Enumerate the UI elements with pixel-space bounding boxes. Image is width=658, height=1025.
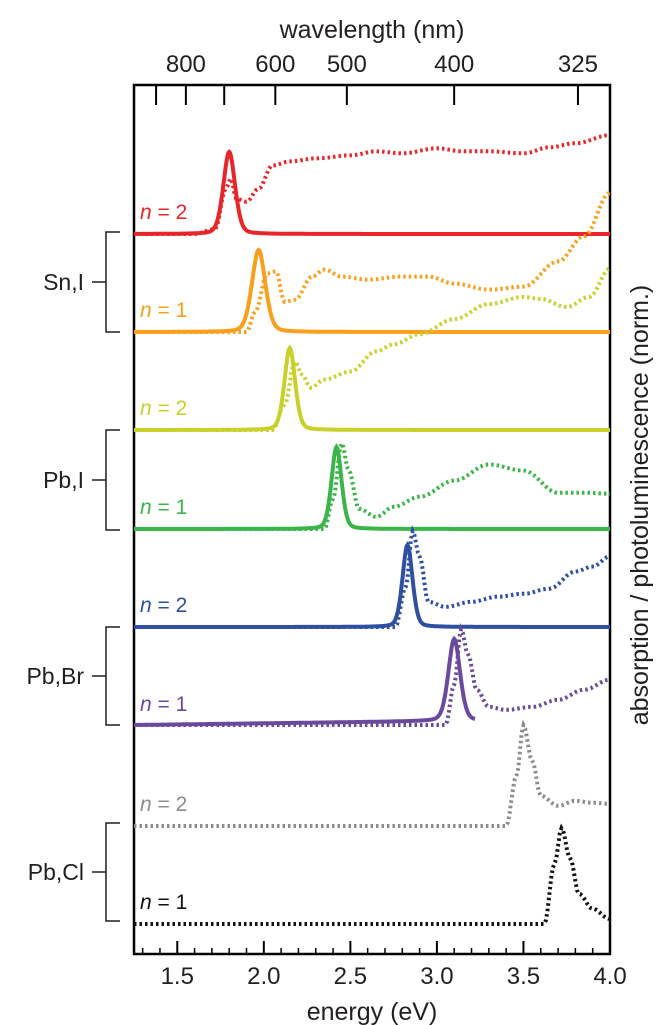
series-1: n = 2 bbox=[134, 133, 611, 236]
group-bracket: Sn,I bbox=[43, 231, 120, 333]
group-bracket: Pb,Br bbox=[26, 626, 120, 726]
series-7: n = 2 bbox=[134, 719, 610, 828]
photoluminescence-line bbox=[134, 149, 610, 236]
group-label: Pb,Cl bbox=[28, 859, 84, 885]
absorption-line bbox=[134, 133, 611, 236]
photoluminescence-line bbox=[134, 635, 476, 727]
x-tick-label: 2.5 bbox=[334, 963, 367, 990]
group-label: Pb,I bbox=[43, 467, 84, 493]
bracket-line bbox=[92, 231, 120, 333]
absorption-line bbox=[134, 823, 611, 926]
bracket-line bbox=[92, 429, 120, 531]
series-label: n = 1 bbox=[140, 693, 187, 716]
series-8: n = 1 bbox=[134, 823, 611, 926]
absorption-line bbox=[134, 190, 611, 334]
x2-tick-label: 325 bbox=[558, 51, 598, 78]
bracket-line bbox=[92, 822, 120, 922]
group-bracket: Pb,I bbox=[43, 429, 120, 531]
series-2: n = 1 bbox=[134, 190, 611, 334]
x2-tick-label: 500 bbox=[327, 51, 367, 78]
absorption-line bbox=[134, 623, 611, 727]
absorption-line bbox=[134, 437, 610, 531]
x-tick-label: 2.0 bbox=[247, 963, 280, 990]
photoluminescence-line bbox=[134, 541, 610, 629]
plot-frame bbox=[132, 83, 612, 956]
series-label: n = 1 bbox=[140, 891, 187, 914]
bottom-axis: 1.5 2.0 2.5 3.0 3.5 4.0 bbox=[141, 941, 627, 990]
series-label: n = 2 bbox=[140, 201, 187, 224]
x2-axis-title: wavelength (nm) bbox=[279, 16, 465, 44]
x-tick-label: 3.0 bbox=[420, 963, 453, 990]
series-label: n = 1 bbox=[140, 299, 187, 322]
top-axis: 800 600 500 400 325 bbox=[155, 51, 598, 105]
group-bracket: Pb,Cl bbox=[28, 822, 120, 922]
x-tick-label: 1.5 bbox=[161, 963, 194, 990]
x2-tick-label: 800 bbox=[166, 51, 206, 78]
x-tick-label: 3.5 bbox=[507, 963, 540, 990]
absorption-line bbox=[134, 719, 610, 828]
photoluminescence-line bbox=[134, 247, 610, 334]
x-axis-title: energy (eV) bbox=[307, 998, 438, 1025]
absorption-line bbox=[134, 524, 611, 629]
group-brackets: Sn,I Pb,I Pb,Br Pb,Cl bbox=[26, 231, 120, 922]
group-label: Sn,I bbox=[43, 269, 84, 295]
series-5: n = 2 bbox=[134, 524, 611, 629]
series-label: n = 2 bbox=[140, 793, 187, 816]
y-axis-title: absorption / photoluminescence (norm.) bbox=[626, 285, 654, 726]
series-layer: n = 2 n = 1 n = 2 n = 1 n = 2 n = 1 n = 2 n = 1 bbox=[134, 133, 611, 926]
absorption-line bbox=[134, 266, 611, 432]
photoluminescence-line bbox=[134, 443, 610, 531]
series-label: n = 2 bbox=[140, 594, 187, 617]
x-tick-label: 4.0 bbox=[593, 963, 626, 990]
series-label: n = 2 bbox=[140, 397, 187, 420]
x2-tick-label: 600 bbox=[255, 51, 295, 78]
series-label: n = 1 bbox=[140, 496, 187, 519]
series-4: n = 1 bbox=[134, 437, 610, 531]
bracket-line bbox=[92, 626, 120, 726]
photoluminescence-line bbox=[134, 344, 610, 432]
series-3: n = 2 bbox=[134, 266, 611, 432]
x2-tick-label: 400 bbox=[434, 51, 474, 78]
group-label: Pb,Br bbox=[26, 663, 84, 689]
series-6: n = 1 bbox=[134, 623, 611, 727]
